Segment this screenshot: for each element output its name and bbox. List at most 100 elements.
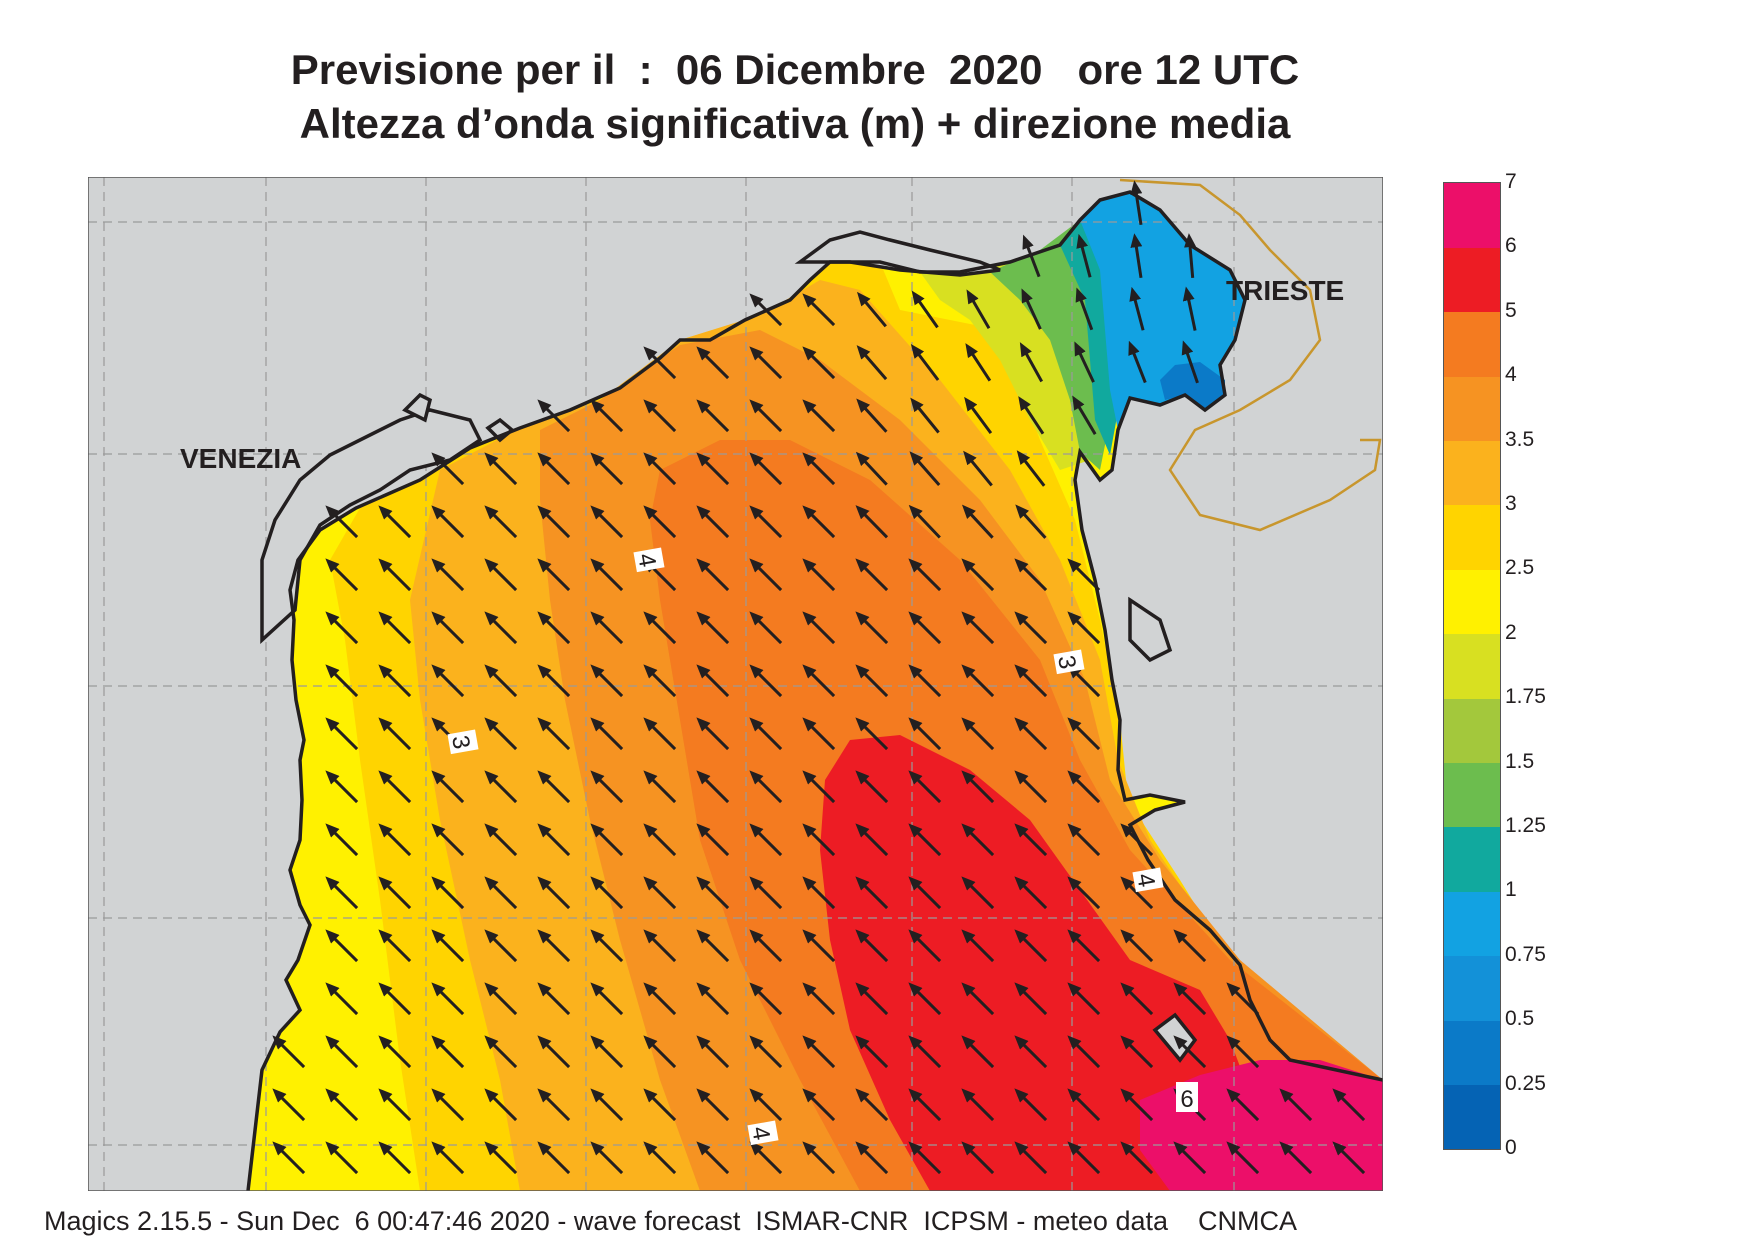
wave-direction-arrow — [378, 929, 412, 963]
legend-tick-label: 2 — [1505, 620, 1517, 644]
wave-direction-arrow — [1014, 664, 1048, 698]
wave-direction-arrow — [431, 611, 465, 645]
wave-direction-arrow — [643, 770, 677, 804]
wave-direction-arrow — [1014, 823, 1048, 857]
wave-direction-arrow — [431, 982, 465, 1016]
wave-direction-arrow — [431, 823, 465, 857]
wave-direction-arrow — [908, 504, 941, 539]
wave-direction-arrow — [537, 1035, 571, 1069]
legend-band — [1444, 827, 1500, 892]
wave-direction-arrow — [1130, 180, 1143, 226]
wave-direction-arrow — [1226, 982, 1260, 1016]
wave-direction-arrow — [908, 929, 942, 963]
wave-direction-arrow — [484, 770, 518, 804]
wave-direction-arrow — [1067, 717, 1101, 751]
wave-direction-arrow — [1018, 396, 1045, 435]
wave-direction-arrow — [1014, 1141, 1048, 1175]
wave-direction-arrow — [1226, 1088, 1260, 1122]
legend-band — [1444, 762, 1500, 828]
legend-band — [1444, 440, 1500, 506]
wave-direction-arrow — [696, 1141, 730, 1175]
wave-direction-arrow — [484, 1141, 518, 1175]
wave-direction-arrow — [537, 1141, 571, 1175]
wave-direction-arrow — [590, 823, 624, 857]
wave-direction-arrow — [961, 1141, 995, 1175]
wave-direction-arrow — [1076, 233, 1092, 278]
wave-direction-arrow — [484, 717, 518, 751]
wave-direction-arrow — [484, 611, 518, 645]
wave-direction-arrow — [378, 717, 412, 751]
wave-direction-arrow — [1014, 1088, 1048, 1122]
wave-direction-arrow — [537, 664, 571, 698]
wave-direction-arrow — [378, 505, 412, 539]
wave-direction-arrow — [643, 346, 677, 380]
wave-direction-arrow — [1067, 1141, 1101, 1175]
wave-direction-arrow — [484, 929, 518, 963]
wave-direction-arrow — [961, 558, 995, 592]
wave-direction-arrow — [961, 1088, 995, 1122]
wave-direction-arrow — [963, 450, 993, 487]
legend-band — [1444, 698, 1500, 764]
coastline — [246, 190, 1383, 1191]
wave-direction-arrow — [1067, 823, 1101, 857]
wave-direction-arrow — [749, 399, 783, 433]
wave-direction-arrow — [696, 452, 730, 486]
wave-direction-arrow — [1332, 1141, 1366, 1175]
wave-direction-arrow — [272, 1035, 306, 1069]
wave-direction-arrow — [1074, 341, 1095, 383]
legend-band — [1444, 955, 1500, 1021]
wave-direction-arrow — [908, 717, 942, 751]
wave-direction-arrow — [1182, 286, 1197, 331]
wave-direction-arrow — [696, 823, 730, 857]
wave-direction-arrow — [643, 611, 677, 645]
wave-direction-arrow — [1016, 450, 1046, 487]
wave-direction-arrow — [908, 1141, 942, 1175]
wave-direction-arrow — [749, 717, 783, 751]
wave-direction-arrow — [643, 452, 677, 486]
legend-band — [1444, 311, 1500, 377]
wave-direction-arrow — [908, 770, 942, 804]
wave-direction-arrow — [749, 929, 783, 963]
wave-direction-arrow — [1067, 929, 1101, 963]
wave-direction-arrow — [378, 1035, 412, 1069]
wave-direction-arrow — [431, 452, 465, 486]
wave-direction-arrow — [961, 717, 995, 751]
legend-tick-label: 5 — [1505, 298, 1517, 322]
wave-direction-arrow — [802, 664, 836, 698]
wave-direction-arrow — [908, 558, 942, 592]
wave-direction-arrow — [749, 558, 783, 592]
wave-direction-arrow — [1014, 929, 1048, 963]
wave-direction-arrow — [590, 770, 624, 804]
wave-direction-arrow — [802, 1141, 836, 1175]
wave-direction-arrow — [537, 1088, 571, 1122]
wave-direction-arrow — [749, 770, 783, 804]
wave-direction-arrow — [961, 929, 995, 963]
wave-direction-arrow — [908, 823, 942, 857]
wave-direction-arrow — [325, 505, 359, 539]
wave-direction-arrow — [643, 1088, 677, 1122]
wave-direction-arrow — [431, 1035, 465, 1069]
wave-direction-arrow — [325, 611, 359, 645]
contour-label: 3 — [1052, 653, 1081, 671]
wave-direction-arrow — [643, 929, 677, 963]
wave-direction-arrow — [802, 611, 836, 645]
wave-direction-arrow — [910, 344, 940, 381]
wave-direction-arrow — [802, 399, 836, 433]
wave-direction-arrow — [325, 1141, 359, 1175]
wave-direction-arrow — [537, 452, 571, 486]
wave-direction-arrow — [696, 717, 730, 751]
wave-direction-arrow — [378, 664, 412, 698]
credit-line: Magics 2.15.5 - Sun Dec 6 00:47:46 2020 … — [44, 1206, 1297, 1236]
wave-direction-arrow — [1279, 1141, 1313, 1175]
wave-direction-arrow — [643, 717, 677, 751]
wave-direction-arrow — [431, 770, 465, 804]
wave-direction-arrow — [1067, 558, 1101, 592]
wave-direction-arrow — [696, 558, 730, 592]
wave-direction-arrow — [431, 1088, 465, 1122]
legend-tick-label: 1.25 — [1505, 814, 1546, 837]
wave-direction-arrow — [325, 1088, 359, 1122]
wave-direction-arrow — [1014, 982, 1048, 1016]
wave-direction-arrow — [1120, 1141, 1154, 1175]
wave-direction-arrow — [537, 823, 571, 857]
wave-direction-arrow — [749, 452, 783, 486]
